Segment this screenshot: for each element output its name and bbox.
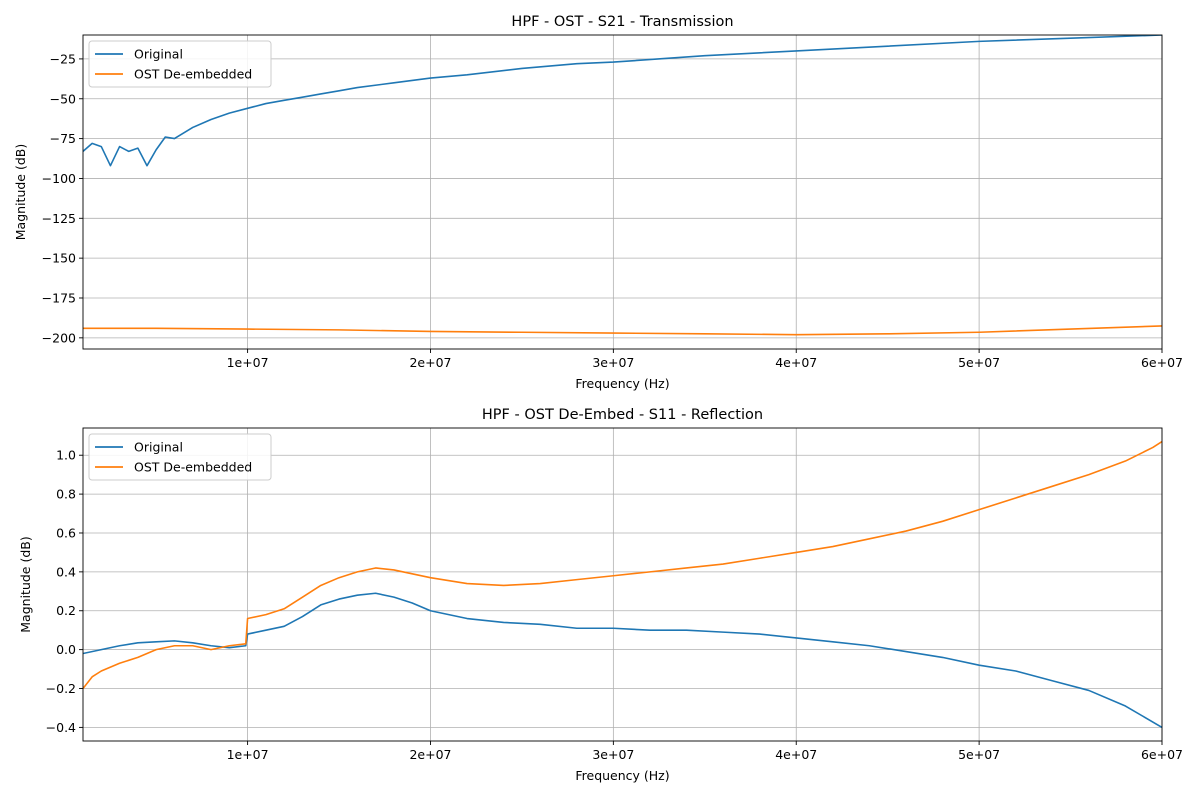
y-tick-label: −125 xyxy=(42,211,76,226)
x-tick-label: 3e+07 xyxy=(592,355,634,370)
x-tick-label: 2e+07 xyxy=(409,747,451,762)
axes-frame xyxy=(82,427,1163,742)
y-tick-label: −25 xyxy=(50,51,76,66)
x-axis-label: Frequency (Hz) xyxy=(575,376,669,391)
y-tick-label: −50 xyxy=(50,91,76,106)
s11-chart: 1e+07 2e+07 3e+07 4e+07 5e+07 6e+07 1.0 0.8 0.6 0… xyxy=(18,407,1183,783)
x-tick-label: 6e+07 xyxy=(1141,747,1183,762)
legend-label: Original xyxy=(134,47,183,62)
y-tick-label: −0.2 xyxy=(46,681,76,696)
x-tick-label: 6e+07 xyxy=(1141,355,1183,370)
x-tick-label: 3e+07 xyxy=(592,747,634,762)
chart-title: HPF - OST - S21 - Transmission xyxy=(511,14,733,30)
s21-chart: 1e+07 2e+07 3e+07 4e+07 5e+07 6e+07 −25 −50 −75 −… xyxy=(13,14,1183,391)
y-tick-label: −100 xyxy=(42,171,76,186)
chart-title: HPF - OST De-Embed - S11 - Reflection xyxy=(482,407,763,423)
x-tick-label: 4e+07 xyxy=(775,747,817,762)
legend-box xyxy=(88,433,272,481)
legend-label: OST De-embedded xyxy=(134,67,252,82)
y-tick-label: −150 xyxy=(42,251,76,266)
series-line-ost-de-embedded xyxy=(83,325,1162,336)
legend: Original OST De-embedded xyxy=(88,40,272,88)
y-tick-label: 0.2 xyxy=(56,603,76,618)
x-tick-label: 4e+07 xyxy=(775,355,817,370)
series-line-original xyxy=(83,35,1162,167)
y-tick-label: −0.4 xyxy=(46,720,76,735)
series-line-original xyxy=(83,592,1162,729)
legend-label: Original xyxy=(134,440,183,455)
y-tick-label: 1.0 xyxy=(56,448,76,463)
y-tick-label: 0.8 xyxy=(56,487,76,502)
x-tick-label: 2e+07 xyxy=(409,355,451,370)
series-line-ost-de-embedded xyxy=(83,440,1162,690)
y-tick-label: −200 xyxy=(42,330,76,345)
legend: Original OST De-embedded xyxy=(88,433,272,481)
y-tick-label: −175 xyxy=(42,290,76,305)
x-tick-label: 5e+07 xyxy=(958,355,1000,370)
axes-frame xyxy=(82,34,1163,350)
y-tick-label: 0.6 xyxy=(56,525,76,540)
legend-label: OST De-embedded xyxy=(134,460,252,475)
x-tick-label: 5e+07 xyxy=(958,747,1000,762)
x-tick-label: 1e+07 xyxy=(227,355,269,370)
y-axis-label: Magnitude (dB) xyxy=(13,144,28,240)
legend-box xyxy=(88,40,272,88)
y-axis-label: Magnitude (dB) xyxy=(18,536,33,632)
y-tick-label: −75 xyxy=(50,131,76,146)
y-tick-label: 0.0 xyxy=(56,642,76,657)
x-tick-label: 1e+07 xyxy=(227,747,269,762)
y-tick-label: 0.4 xyxy=(56,564,76,579)
x-axis-label: Frequency (Hz) xyxy=(575,768,669,783)
